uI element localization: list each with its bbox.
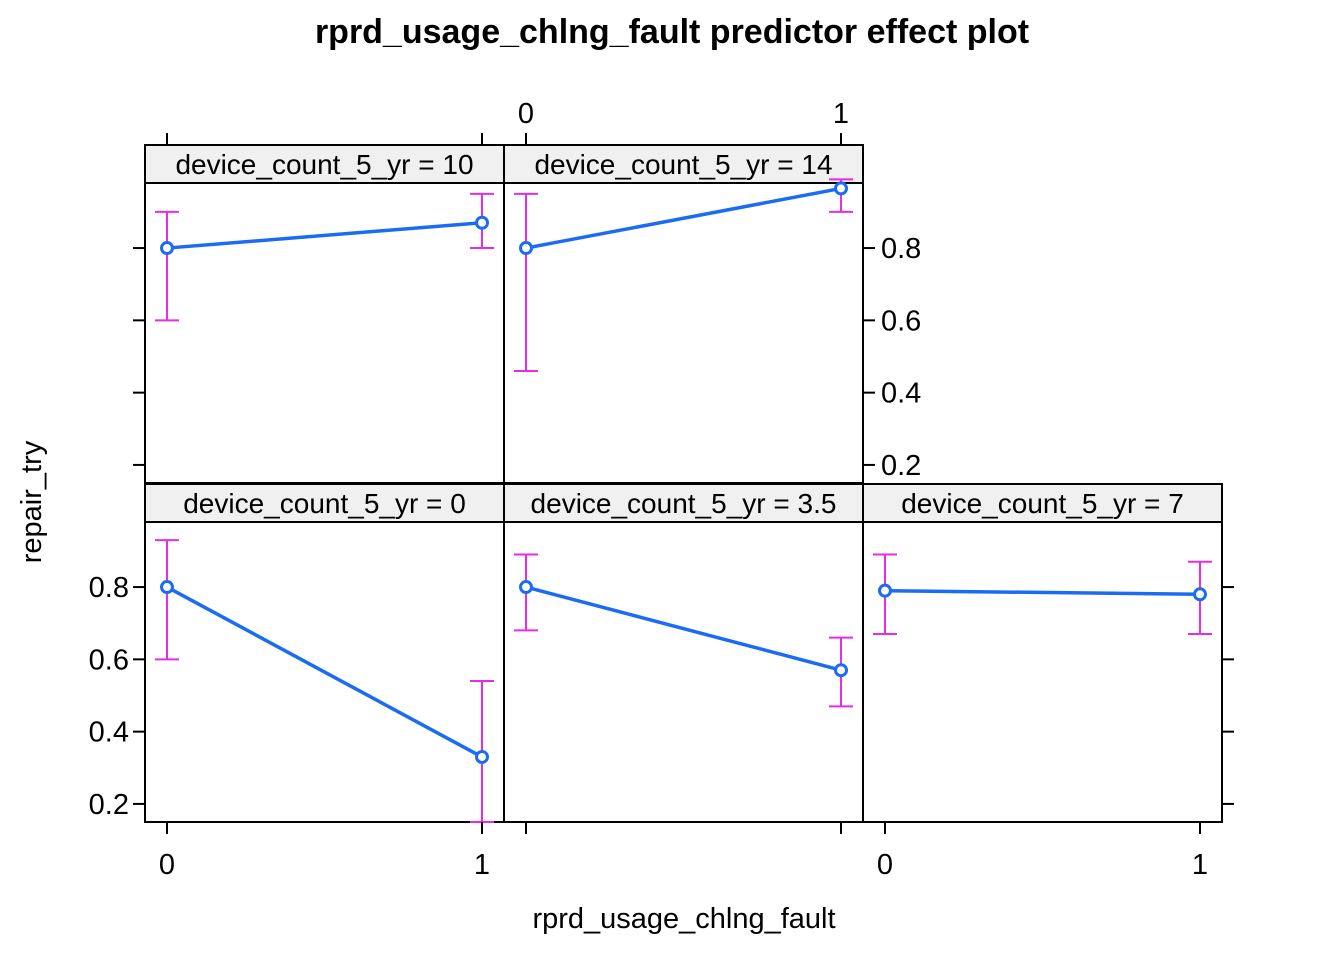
fit-line	[166, 585, 483, 759]
panel-4: device_count_5_yr = 10	[144, 144, 505, 484]
x-axis-label: rprd_usage_chlng_fault	[532, 903, 835, 935]
y-tick-label: 0.6	[89, 644, 129, 676]
fit-point	[160, 580, 174, 595]
panel-strip-label: device_count_5_yr = 3.5	[531, 488, 837, 519]
y-tick-label: 0.2	[89, 789, 129, 821]
x-tick-label: 0	[877, 849, 893, 881]
panel-strip-label: device_count_5_yr = 7	[901, 488, 1184, 519]
x-tick-label: 1	[474, 849, 490, 881]
panel-strip-label: device_count_5_yr = 0	[183, 488, 466, 519]
panel-frame	[503, 483, 864, 823]
panel-frame	[503, 144, 864, 484]
panel-frame	[144, 483, 505, 823]
y-tick-label: 0.4	[89, 717, 129, 749]
fit-line	[525, 585, 842, 672]
fit-point	[475, 215, 489, 230]
fit-point	[834, 663, 848, 678]
panel-5: device_count_5_yr = 14	[503, 144, 864, 484]
fit-line	[525, 186, 842, 250]
x-tick-label: 1	[833, 98, 849, 130]
y-tick-label: 0.8	[881, 233, 921, 265]
panel-strip-label: device_count_5_yr = 10	[175, 149, 473, 180]
fit-point	[878, 583, 892, 598]
panel-frame	[144, 144, 505, 484]
panel-1: device_count_5_yr = 0	[144, 483, 505, 823]
y-tick-label: 0.4	[881, 378, 921, 410]
fit-line	[166, 221, 483, 250]
y-tick-label: 0.6	[881, 305, 921, 337]
fit-point	[1193, 587, 1207, 602]
fit-line	[884, 588, 1201, 597]
y-tick-label: 0.8	[89, 572, 129, 604]
panel-frame	[862, 483, 1223, 823]
chart-title: rprd_usage_chlng_fault predictor effect …	[315, 13, 1029, 51]
fit-point	[475, 749, 489, 764]
fit-point	[519, 241, 533, 256]
x-tick-label: 1	[1192, 849, 1208, 881]
y-tick-label: 0.2	[881, 450, 921, 482]
panel-2: device_count_5_yr = 3.5	[503, 483, 864, 823]
y-axis-label: repair_try	[16, 440, 48, 563]
fit-point	[519, 580, 533, 595]
x-tick-label: 0	[159, 849, 175, 881]
fit-point	[160, 241, 174, 256]
panels-layer: device_count_5_yr = 0 device_count_5_yr =…	[89, 98, 1234, 881]
panel-strip-label: device_count_5_yr = 14	[534, 149, 832, 180]
panel-3: device_count_5_yr = 7	[862, 483, 1223, 823]
x-tick-label: 0	[518, 98, 534, 130]
fit-point	[834, 181, 848, 196]
